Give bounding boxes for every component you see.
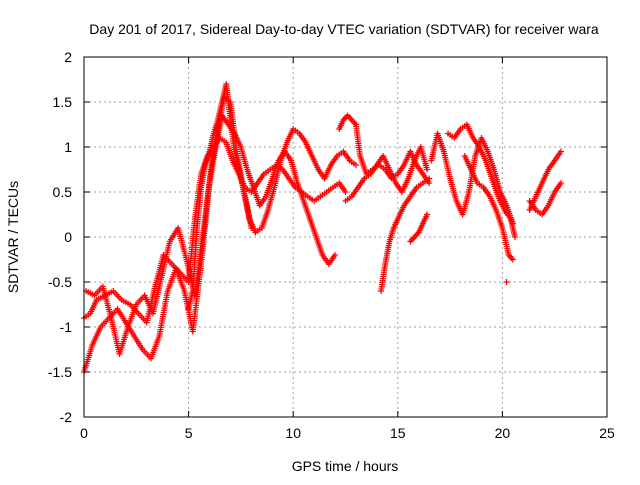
x-axis-label: GPS time / hours: [292, 458, 399, 474]
data-point: [332, 252, 339, 258]
y-axis-label: SDTVAR / TECUs: [5, 181, 21, 293]
y-tick-label: -0.5: [48, 274, 72, 290]
data-point: [342, 189, 349, 195]
data-point: [426, 175, 433, 182]
y-tick-label: 1.5: [53, 94, 73, 110]
x-tick-label: 10: [285, 425, 301, 441]
y-tick-label: 1: [64, 139, 72, 155]
x-tick-label: 0: [80, 425, 88, 441]
y-tick-label: 0.5: [53, 184, 73, 200]
y-tick-label: -2: [60, 409, 73, 425]
data-point: [424, 211, 431, 218]
x-tick-label: 15: [390, 425, 406, 441]
data-point: [424, 166, 431, 173]
x-tick-label: 20: [495, 425, 511, 441]
x-tick-label: 5: [185, 425, 193, 441]
chart-title: Day 201 of 2017, Sidereal Day-to-day VTE…: [89, 21, 599, 37]
grid-lines: [84, 57, 607, 417]
y-tick-label: -1.5: [48, 364, 72, 380]
data-point: [557, 148, 564, 155]
y-tick-labels: -2 -1.5 -1 -0.5 0 0.5 1 1.5 2: [48, 49, 72, 425]
x-tick-labels: 0 5 10 15 20 25: [80, 425, 615, 441]
y-tick-label: 2: [64, 49, 72, 65]
y-tick-label: 0: [64, 229, 72, 245]
data-point: [248, 225, 255, 231]
data-point: [503, 279, 510, 285]
data-point: [511, 234, 518, 240]
axis-ticks: [83, 56, 608, 418]
y-tick-label: -1: [60, 319, 73, 335]
data-point: [557, 180, 564, 186]
x-tick-label: 25: [599, 425, 615, 441]
data-points: [81, 81, 564, 375]
data-point: [509, 256, 516, 263]
data-point: [352, 162, 359, 168]
